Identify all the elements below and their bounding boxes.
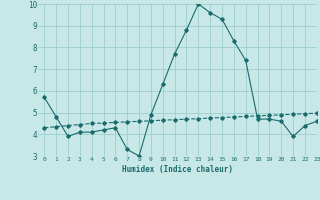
X-axis label: Humidex (Indice chaleur): Humidex (Indice chaleur)	[122, 165, 233, 174]
